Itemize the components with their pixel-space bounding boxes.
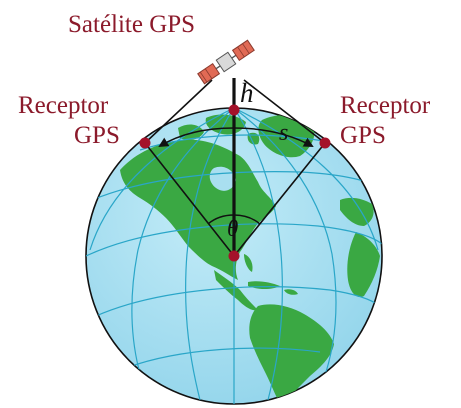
satellite-icon	[197, 39, 255, 85]
surface-point-marker	[228, 104, 240, 116]
height-symbol: h	[240, 78, 254, 108]
earth-center-marker	[228, 250, 240, 262]
receiver-right-label-line1: Receptor	[340, 92, 431, 119]
radius-right	[233, 142, 326, 257]
receiver-right-label-line2: GPS	[340, 122, 386, 149]
arc-length-symbol: s	[279, 120, 288, 146]
radius-left	[144, 142, 235, 257]
angle-theta-symbol: θ	[227, 216, 238, 241]
receiver-left-label-line1: Receptor	[18, 92, 109, 119]
angle-theta-arc	[207, 214, 261, 225]
arc-s-right-arrow	[233, 127, 314, 147]
receiver-marker-left	[139, 137, 151, 149]
line-sat-to-left-receiver	[144, 79, 213, 144]
line-sat-to-right-receiver	[243, 79, 326, 144]
arc-s-left-arrow	[158, 127, 235, 148]
geometry	[144, 78, 326, 257]
receiver-marker-right	[319, 137, 331, 149]
satellite-label: Satélite GPS	[68, 11, 195, 38]
receiver-left-label-line2: GPS	[74, 122, 120, 149]
